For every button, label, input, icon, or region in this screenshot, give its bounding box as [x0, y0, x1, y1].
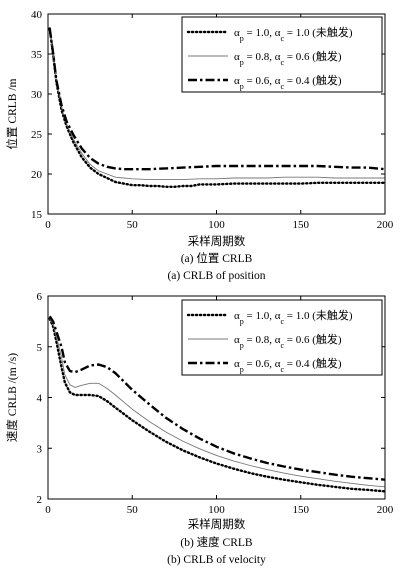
y-axis-label: 速度 CRLB /(m /s) [5, 353, 19, 442]
y-tick-label: 20 [31, 169, 43, 181]
x-tick-label: 0 [45, 219, 51, 231]
legend: αp = 1.0, αc = 1.0 (未触发) αp = 0.8, αc = 0… [181, 16, 383, 93]
x-tick-label: 150 [293, 219, 310, 231]
series-line-dotted [48, 27, 385, 188]
y-tick-label: 30 [31, 89, 43, 101]
legend-label: αp = 1.0, αc = 1.0 (未触发) [234, 308, 353, 326]
x-tick-label: 50 [127, 504, 139, 516]
y-tick-label: 3 [37, 443, 43, 455]
y-tick-label: 5 [37, 342, 43, 354]
y-tick-label: 4 [37, 393, 43, 405]
x-axis-label: 采样周期数 [188, 234, 246, 248]
chart-title: (b) 速度 CRLB [180, 535, 253, 549]
y-axis-label: 位置 CRLB /m [5, 78, 19, 149]
x-tick-label: 150 [293, 504, 310, 516]
legend-label: αp = 0.6, αc = 0.4 (触发) [234, 356, 342, 374]
y-tick-label: 25 [31, 129, 43, 141]
x-axis-label: 采样周期数 [188, 517, 246, 531]
legend: αp = 1.0, αc = 1.0 (未触发) αp = 0.8, αc = 0… [181, 299, 383, 376]
legend-box [181, 299, 383, 376]
y-tick-label: 15 [31, 209, 43, 221]
x-tick-label: 200 [377, 504, 394, 516]
y-tick-label: 35 [31, 49, 43, 61]
chart-velocity-crlb: 0 50 100 150 200 2 3 4 5 6 采样周期数 速度 CRLB /(m /s) (b)… [5, 291, 394, 566]
series-line-dotted [48, 317, 385, 493]
x-tick-label: 50 [127, 219, 139, 231]
legend-label: αp = 0.8, αc = 0.6 (触发) [234, 332, 342, 350]
legend-label: αp = 1.0, αc = 1.0 (未触发) [234, 25, 353, 43]
y-tick-label: 6 [37, 291, 43, 303]
legend-box [181, 16, 383, 93]
x-tick-label: 100 [208, 219, 225, 231]
legend-label: αp = 0.8, αc = 0.6 (触发) [234, 49, 342, 67]
y-tick-label: 2 [37, 494, 43, 506]
y-tick-label: 40 [31, 9, 43, 21]
series-line-thin [49, 318, 385, 488]
chart-title: (a) 位置 CRLB [181, 251, 253, 265]
chart-position-crlb: 0 50 100 150 200 15 20 25 30 35 40 采样周期数 位置 CRLB /m (… [5, 9, 394, 282]
x-tick-label: 200 [377, 219, 394, 231]
x-tick-label: 0 [45, 504, 51, 516]
chart-subtitle: (b) CRLB of velocity [167, 554, 266, 566]
legend-label: αp = 0.6, αc = 0.4 (触发) [234, 73, 342, 91]
x-tick-label: 100 [208, 504, 225, 516]
series-line-thin [49, 28, 385, 181]
chart-subtitle: (a) CRLB of position [167, 270, 265, 282]
series-line-dashdot [48, 315, 385, 481]
